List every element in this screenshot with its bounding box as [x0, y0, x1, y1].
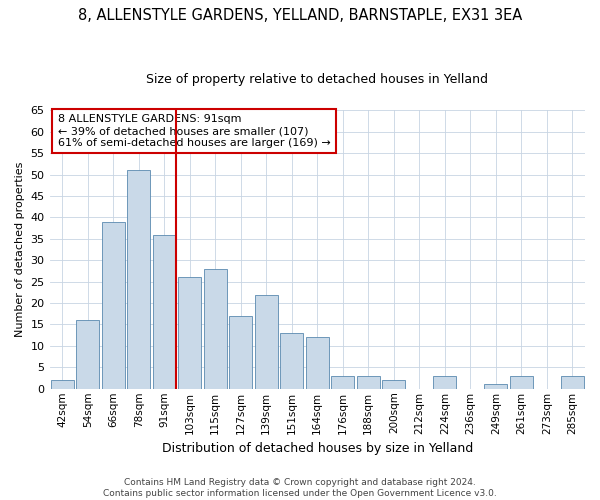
Bar: [153, 234, 176, 389]
Bar: [204, 269, 227, 389]
Bar: [382, 380, 405, 389]
Title: Size of property relative to detached houses in Yelland: Size of property relative to detached ho…: [146, 72, 488, 86]
Bar: [357, 376, 380, 389]
Bar: [433, 376, 456, 389]
Text: 8, ALLENSTYLE GARDENS, YELLAND, BARNSTAPLE, EX31 3EA: 8, ALLENSTYLE GARDENS, YELLAND, BARNSTAP…: [78, 8, 522, 22]
Bar: [280, 333, 303, 389]
Text: Contains HM Land Registry data © Crown copyright and database right 2024.
Contai: Contains HM Land Registry data © Crown c…: [103, 478, 497, 498]
Bar: [306, 338, 329, 389]
Bar: [102, 222, 125, 389]
Bar: [255, 294, 278, 389]
Y-axis label: Number of detached properties: Number of detached properties: [15, 162, 25, 337]
X-axis label: Distribution of detached houses by size in Yelland: Distribution of detached houses by size …: [161, 442, 473, 455]
Bar: [561, 376, 584, 389]
Bar: [331, 376, 354, 389]
Bar: [229, 316, 252, 389]
Bar: [510, 376, 533, 389]
Bar: [127, 170, 150, 389]
Bar: [76, 320, 99, 389]
Bar: [51, 380, 74, 389]
Bar: [484, 384, 507, 389]
Text: 8 ALLENSTYLE GARDENS: 91sqm
← 39% of detached houses are smaller (107)
61% of se: 8 ALLENSTYLE GARDENS: 91sqm ← 39% of det…: [58, 114, 331, 148]
Bar: [178, 278, 201, 389]
